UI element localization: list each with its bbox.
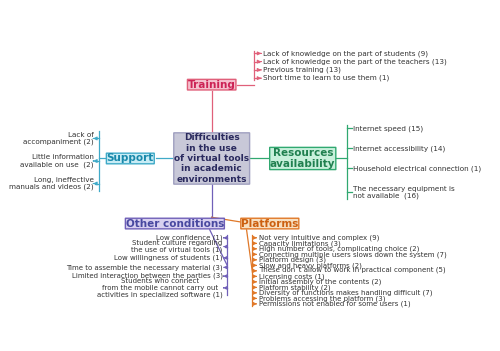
- Text: These don´t allow to work in practical component (5): These don´t allow to work in practical c…: [260, 267, 446, 274]
- Text: Slow and heavy platforms (2): Slow and heavy platforms (2): [260, 262, 362, 269]
- Text: Licensing costs (1): Licensing costs (1): [260, 273, 325, 280]
- Text: Problems accessing the platform (3): Problems accessing the platform (3): [260, 295, 386, 302]
- Text: Training: Training: [188, 80, 236, 90]
- Text: Long, ineffective
manuals and videos (2): Long, ineffective manuals and videos (2): [9, 177, 94, 190]
- Text: Diversity of functions makes handling difficult (7): Diversity of functions makes handling di…: [260, 290, 433, 296]
- Text: Platforms: Platforms: [241, 219, 298, 229]
- Text: Platform stability (2): Platform stability (2): [260, 284, 331, 291]
- Text: Other conditions: Other conditions: [126, 219, 224, 229]
- Text: Lack of knowledge on the part of the teachers (13): Lack of knowledge on the part of the tea…: [263, 58, 446, 65]
- Text: Platform design (3): Platform design (3): [260, 257, 326, 263]
- Text: Time to assemble the necessary material (3): Time to assemble the necessary material …: [66, 264, 222, 271]
- Text: High number of tools, complicating choice (2): High number of tools, complicating choic…: [260, 246, 420, 252]
- Text: Household electrical connection (1): Household electrical connection (1): [353, 165, 481, 172]
- Text: The necessary equipment is
not available  (16): The necessary equipment is not available…: [353, 186, 455, 199]
- Text: Previous training (13): Previous training (13): [263, 67, 340, 73]
- Text: Student culture regarding
the use of virtual tools (1): Student culture regarding the use of vir…: [132, 240, 222, 253]
- Text: Capacity limitations (3): Capacity limitations (3): [260, 240, 341, 246]
- Text: Difficulties
in the use
of virtual tools
in academic
environments: Difficulties in the use of virtual tools…: [174, 133, 249, 184]
- Text: Internet speed (15): Internet speed (15): [353, 125, 423, 132]
- Text: Resources
availability: Resources availability: [270, 148, 336, 169]
- Text: Internet accessibility (14): Internet accessibility (14): [353, 145, 446, 152]
- Text: Permissions not enabled for some users (1): Permissions not enabled for some users (…: [260, 300, 411, 307]
- Text: Support: Support: [106, 153, 154, 164]
- Text: Initial assembly of the contents (2): Initial assembly of the contents (2): [260, 279, 382, 285]
- Text: Short time to learn to use them (1): Short time to learn to use them (1): [263, 75, 389, 81]
- Text: Lack of
accompaniment (2): Lack of accompaniment (2): [23, 132, 94, 145]
- Text: Low confidence (1): Low confidence (1): [156, 234, 222, 241]
- Text: Limited interaction between the parties (3): Limited interaction between the parties …: [72, 273, 223, 279]
- Text: Students who connect
from the mobile cannot carry out
activities in specialized : Students who connect from the mobile can…: [97, 278, 222, 298]
- Text: Little information
available on use  (2): Little information available on use (2): [20, 154, 94, 168]
- Text: Not very intuitive and complex (9): Not very intuitive and complex (9): [260, 234, 380, 241]
- Text: Lack of knowledge on the part of students (9): Lack of knowledge on the part of student…: [263, 50, 428, 57]
- Text: Low willingness of students (1): Low willingness of students (1): [114, 254, 222, 261]
- Text: Connecting multiple users slows down the system (7): Connecting multiple users slows down the…: [260, 251, 447, 258]
